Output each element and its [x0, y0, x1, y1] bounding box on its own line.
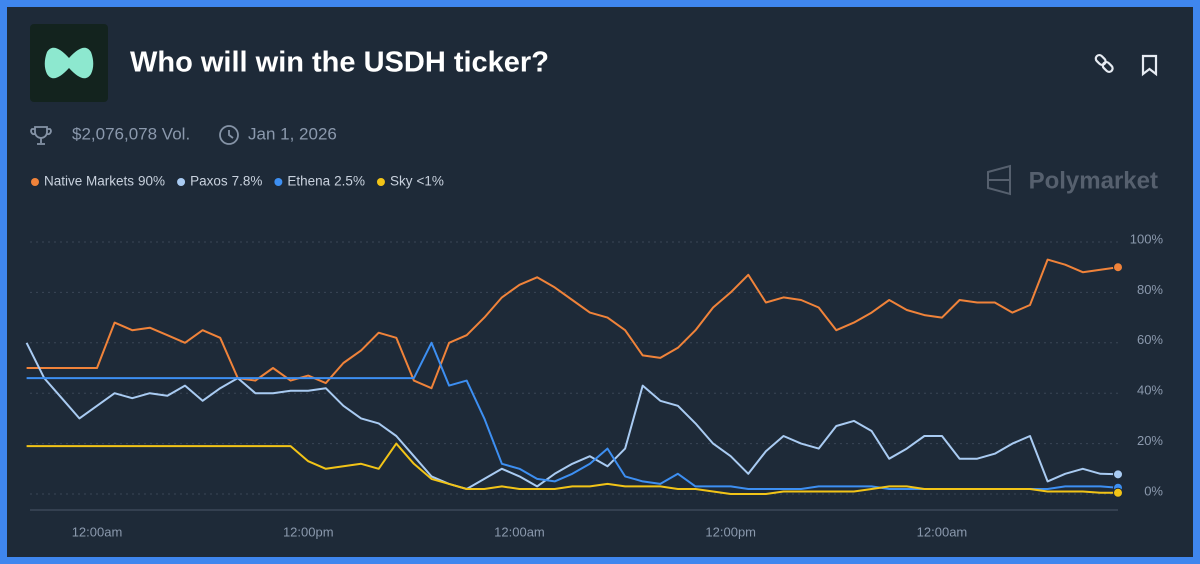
legend-swatch: [274, 178, 283, 186]
series-line: [26, 258, 1119, 390]
market-title: Who will win the USDH ticker?: [130, 47, 549, 79]
legend-value: 7.8%: [232, 174, 263, 189]
link-button[interactable]: [1094, 53, 1114, 74]
legend-swatch: [177, 178, 186, 186]
legend-name: Ethena: [287, 174, 330, 189]
x-tick-label: 12:00pm: [283, 524, 334, 539]
y-tick-label: 0%: [1144, 483, 1163, 498]
x-tick-label: 12:00pm: [705, 524, 756, 539]
legend-name: Sky: [390, 174, 413, 189]
end-dot: [1113, 487, 1123, 498]
legend-swatch: [376, 178, 385, 186]
legend-name: Paxos: [190, 174, 228, 189]
brand-watermark: Polymarket: [1029, 167, 1158, 194]
y-tick-label: 100%: [1130, 231, 1164, 246]
x-tick-label: 12:00am: [494, 524, 545, 539]
plot: 0% 20% 40% 60% 80% 100% 12:00am 12:00pm 12:00am 1…: [25, 231, 1164, 539]
legend-value: 90%: [138, 174, 165, 189]
y-tick-label: 20%: [1137, 433, 1163, 448]
logo: [44, 47, 94, 79]
legend-value: <1%: [416, 174, 443, 189]
legend-value: 2.5%: [334, 174, 365, 189]
trophy-icon: [30, 126, 52, 145]
end-dot: [1113, 469, 1123, 480]
end-dot: [1113, 262, 1123, 273]
volume: $2,076,078 Vol.: [72, 124, 190, 143]
brand-logo: [987, 164, 1011, 196]
clock-icon: [219, 125, 239, 145]
series-line: [26, 442, 1118, 495]
bookmark-button[interactable]: [1141, 54, 1158, 77]
series-line: [25, 342, 1119, 490]
y-tick-label: 80%: [1137, 282, 1163, 297]
card: [7, 7, 1193, 557]
x-tick-label: 12:00am: [72, 524, 123, 539]
legend-swatch: [31, 178, 39, 186]
y-tick-label: 60%: [1137, 332, 1163, 347]
x-tick-label: 12:00am: [917, 524, 968, 539]
end-date: Jan 1, 2026: [248, 124, 337, 143]
y-tick-label: 40%: [1137, 383, 1163, 398]
legend: Native Markets 90% Paxos 7.8% Ethena 2.5% Sky <…: [31, 174, 444, 189]
legend-name: Native Markets: [44, 174, 134, 189]
